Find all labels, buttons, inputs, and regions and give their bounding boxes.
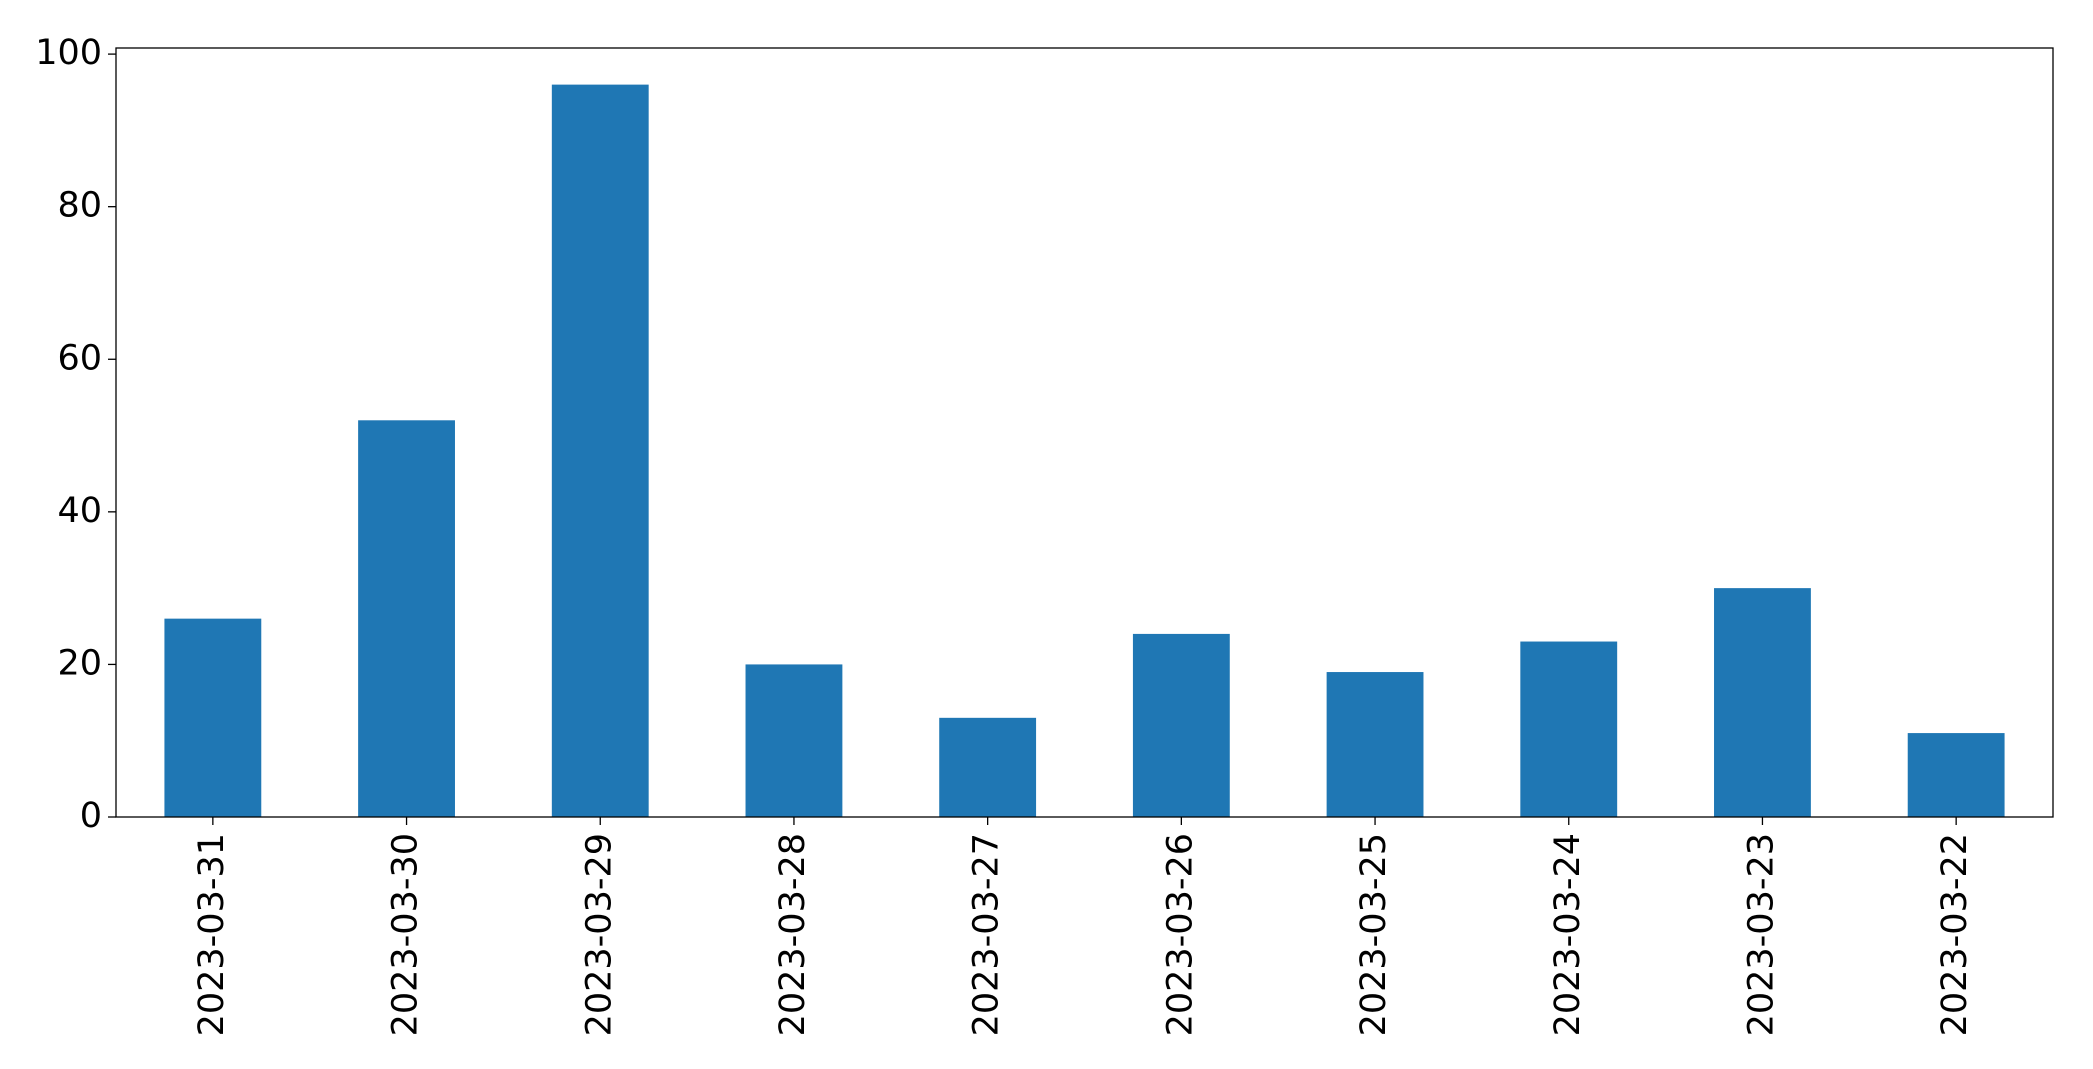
bar bbox=[164, 618, 262, 817]
y-tick-label: 100 bbox=[35, 33, 102, 73]
x-tick-label: 2023-03-27 bbox=[967, 833, 1007, 1036]
y-tick-label: 20 bbox=[57, 643, 102, 683]
plot-frame bbox=[115, 47, 2054, 818]
x-tick-label: 2023-03-28 bbox=[773, 833, 813, 1036]
bar bbox=[551, 84, 649, 818]
y-tick-label: 40 bbox=[57, 491, 102, 531]
bar bbox=[358, 420, 455, 817]
bar bbox=[1326, 672, 1424, 817]
x-tick-label: 2023-03-29 bbox=[579, 833, 619, 1036]
x-tick-label: 2023-03-23 bbox=[1741, 833, 1781, 1036]
y-tick-label: 80 bbox=[57, 186, 102, 226]
bar bbox=[939, 717, 1037, 817]
y-tick-label: 60 bbox=[57, 338, 102, 378]
x-tick-label: 2023-03-22 bbox=[1935, 833, 1975, 1036]
x-tick-label: 2023-03-30 bbox=[386, 833, 426, 1036]
bar bbox=[1714, 588, 1811, 817]
x-tick-label: 2023-03-31 bbox=[192, 833, 232, 1036]
bar bbox=[1132, 633, 1230, 817]
x-tick-label: 2023-03-26 bbox=[1160, 833, 1200, 1036]
bar bbox=[745, 664, 843, 817]
x-tick-label: 2023-03-25 bbox=[1354, 833, 1394, 1036]
x-tick-label: 2023-03-24 bbox=[1548, 833, 1588, 1036]
bar bbox=[1520, 641, 1618, 817]
bar bbox=[1907, 733, 2005, 817]
y-tick-label: 0 bbox=[80, 796, 102, 836]
